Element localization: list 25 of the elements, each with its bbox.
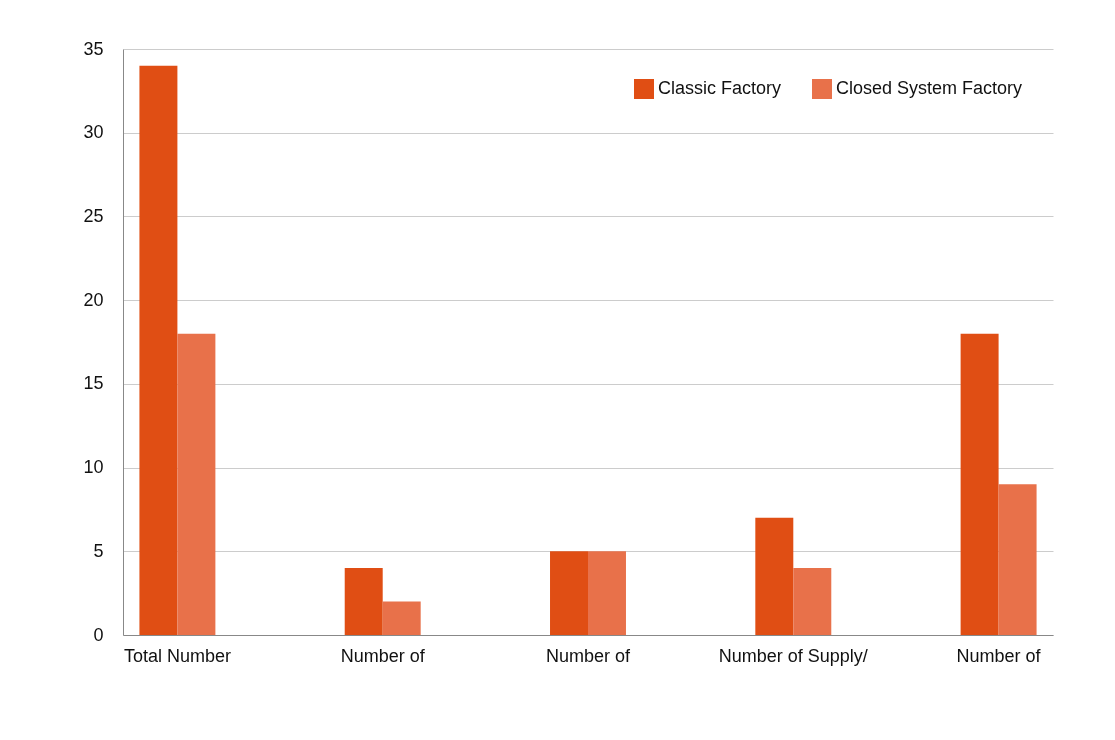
y-tick-label: 5 — [93, 540, 104, 561]
bar — [960, 333, 999, 635]
x-tick-label: Number of — [340, 645, 426, 666]
bar — [755, 517, 794, 635]
bar — [382, 601, 421, 635]
legend-label: Closed System Factory — [836, 78, 1023, 98]
x-tick-label: Number of Supply/ — [718, 645, 868, 666]
y-tick-label: 10 — [83, 457, 104, 478]
bar — [998, 484, 1037, 635]
y-tick-label: 30 — [83, 122, 104, 143]
bar — [139, 65, 178, 635]
bar — [344, 568, 383, 635]
y-tick-label: 25 — [83, 205, 104, 226]
y-tick-label: 35 — [83, 38, 104, 59]
y-tick-label: 20 — [83, 289, 104, 310]
bar — [550, 551, 588, 635]
y-tick-label: 15 — [83, 373, 104, 394]
legend-label: Classic Factory — [658, 78, 782, 98]
bar — [177, 333, 216, 635]
x-tick-label: Number of — [545, 645, 632, 666]
y-tick-label: 0 — [93, 624, 104, 645]
x-tick-label: Total Number — [123, 645, 231, 666]
x-tick-label: Number of — [956, 645, 1042, 666]
bar — [793, 568, 832, 635]
bar — [588, 551, 626, 635]
